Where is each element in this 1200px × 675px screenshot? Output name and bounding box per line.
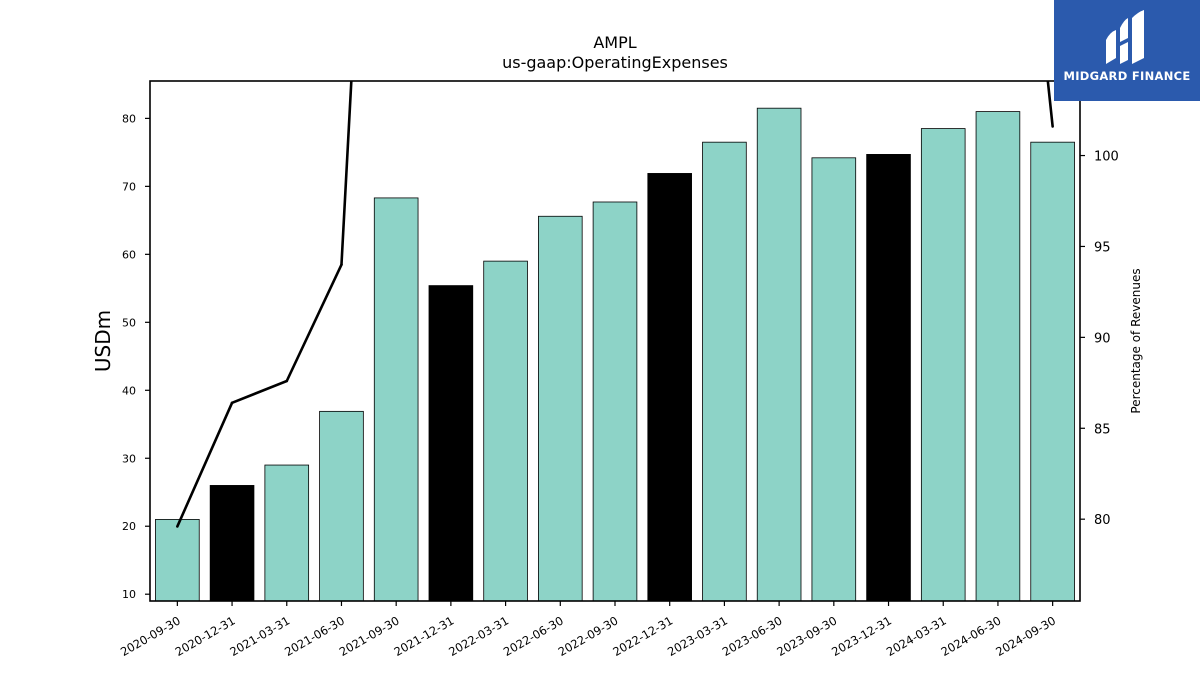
x-tick-label: 2023-03-31 — [665, 613, 730, 659]
y-tick-label: 40 — [122, 384, 136, 397]
x-tick-label: 2024-03-31 — [884, 613, 949, 659]
bar-2023-03-31 — [702, 141, 747, 601]
x-tick-label: 2020-09-30 — [118, 613, 183, 659]
bar-2024-09-30 — [1030, 141, 1075, 601]
x-tick-label: 2021-09-30 — [337, 613, 402, 659]
y-tick-label: 80 — [122, 112, 136, 125]
y2-tick-label: 90 — [1094, 331, 1111, 346]
y-tick-label: 30 — [122, 452, 136, 465]
x-tick-label: 2022-03-31 — [446, 613, 511, 659]
x-tick-label: 2022-09-30 — [556, 613, 621, 659]
line-segment-2020-09-30 — [176, 401, 234, 528]
bar-2023-12-31 — [866, 154, 911, 601]
bar-2024-06-30 — [975, 111, 1021, 601]
bar-2020-12-31 — [209, 485, 255, 601]
x-tick-label: 2021-03-31 — [227, 613, 292, 659]
brand-logo: MIDGARD FINANCE — [1054, 0, 1200, 101]
y2-tick-label: 95 — [1094, 240, 1111, 255]
chart-title: AMPL — [593, 33, 636, 52]
bar-2023-09-30 — [811, 157, 857, 601]
y-tick-label: 10 — [122, 588, 136, 601]
x-tick-label: 2021-06-30 — [282, 613, 347, 659]
y2-axis-label: Percentage of Revenues — [1129, 268, 1143, 413]
y-tick-label: 20 — [122, 520, 136, 533]
line-segment-2020-12-31 — [230, 379, 289, 405]
line-segment-2021-03-31 — [285, 263, 343, 383]
line-segment-2021-06-30 — [340, 81, 353, 266]
x-tick-label: 2023-12-31 — [829, 613, 894, 659]
x-tick-label: 2021-12-31 — [391, 613, 456, 659]
y2-tick-label: 80 — [1094, 513, 1111, 528]
y-tick-label: 50 — [122, 316, 136, 329]
x-tick-label: 2023-06-30 — [720, 613, 785, 659]
bar-2023-06-30 — [756, 107, 802, 601]
bar-2022-09-30 — [592, 201, 638, 601]
bar-2024-03-31 — [920, 128, 966, 601]
x-tick-label: 2022-12-31 — [610, 613, 675, 659]
bar-2020-09-30 — [155, 519, 200, 601]
y-axis-label: USDm — [91, 310, 115, 372]
bar-2021-03-31 — [264, 464, 310, 601]
y-tick-label: 70 — [122, 180, 136, 193]
x-tick-label: 2022-06-30 — [501, 613, 566, 659]
y2-tick-label: 85 — [1094, 422, 1111, 437]
line-segment-2024-06-30 — [1046, 81, 1054, 128]
y2-tick-label: 100 — [1094, 150, 1119, 165]
brand-name: MIDGARD FINANCE — [1063, 69, 1191, 83]
x-tick-label: 2024-09-30 — [993, 613, 1058, 659]
midgard-finance-logo-icon — [1106, 10, 1144, 64]
bar-2022-12-31 — [647, 173, 692, 601]
x-tick-label: 2023-09-30 — [774, 613, 839, 659]
chart-subtitle: us-gaap:OperatingExpenses — [502, 53, 728, 72]
bar-2022-06-30 — [538, 215, 583, 601]
x-tick-label: 2020-12-31 — [173, 613, 238, 659]
y-tick-label: 60 — [122, 248, 136, 261]
bar-2021-12-31 — [428, 285, 474, 601]
bar-2021-06-30 — [319, 410, 364, 601]
bar-2022-03-31 — [483, 260, 528, 601]
bar-2021-09-30 — [373, 197, 419, 601]
x-tick-label: 2024-06-30 — [939, 613, 1004, 659]
plot-area — [155, 81, 1075, 601]
